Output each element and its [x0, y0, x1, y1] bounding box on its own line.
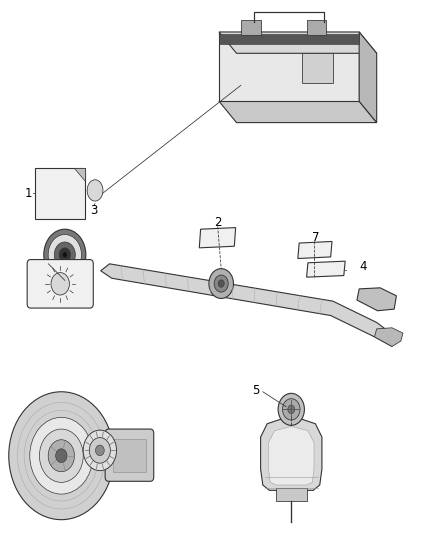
Circle shape	[99, 446, 114, 465]
Polygon shape	[359, 32, 377, 123]
Circle shape	[209, 269, 233, 298]
Circle shape	[95, 445, 104, 456]
Circle shape	[83, 430, 117, 471]
Bar	[241, 20, 261, 35]
FancyBboxPatch shape	[105, 429, 154, 481]
Polygon shape	[298, 241, 332, 259]
Circle shape	[54, 242, 75, 268]
Text: 7: 7	[311, 231, 319, 244]
Circle shape	[218, 280, 224, 287]
Bar	[302, 53, 333, 83]
Circle shape	[48, 440, 74, 472]
Circle shape	[278, 393, 304, 425]
Circle shape	[63, 252, 67, 257]
Circle shape	[288, 405, 295, 414]
Circle shape	[39, 429, 83, 482]
Circle shape	[44, 229, 86, 280]
Polygon shape	[219, 101, 377, 123]
Circle shape	[283, 399, 300, 420]
Bar	[219, 34, 359, 44]
Circle shape	[59, 248, 71, 262]
Circle shape	[30, 417, 93, 494]
FancyBboxPatch shape	[27, 260, 93, 308]
Text: 4: 4	[360, 260, 367, 273]
Text: 5: 5	[252, 384, 259, 397]
Polygon shape	[219, 32, 377, 53]
Text: 1: 1	[24, 187, 32, 200]
Polygon shape	[307, 261, 345, 277]
Polygon shape	[261, 416, 322, 490]
Polygon shape	[74, 168, 85, 181]
Text: 2: 2	[214, 216, 222, 229]
Circle shape	[56, 449, 67, 463]
Polygon shape	[268, 426, 314, 485]
Circle shape	[9, 392, 114, 520]
Polygon shape	[199, 228, 236, 248]
Polygon shape	[101, 264, 394, 346]
Circle shape	[48, 235, 81, 275]
Bar	[307, 20, 326, 35]
Text: 3: 3	[91, 204, 98, 217]
Bar	[113, 439, 146, 472]
Polygon shape	[357, 288, 396, 311]
Polygon shape	[87, 180, 103, 201]
Circle shape	[102, 450, 111, 461]
Circle shape	[214, 275, 228, 292]
Bar	[276, 488, 307, 501]
Circle shape	[51, 273, 69, 295]
Polygon shape	[219, 32, 359, 101]
Bar	[35, 168, 85, 219]
Polygon shape	[374, 328, 403, 346]
Circle shape	[89, 438, 110, 463]
